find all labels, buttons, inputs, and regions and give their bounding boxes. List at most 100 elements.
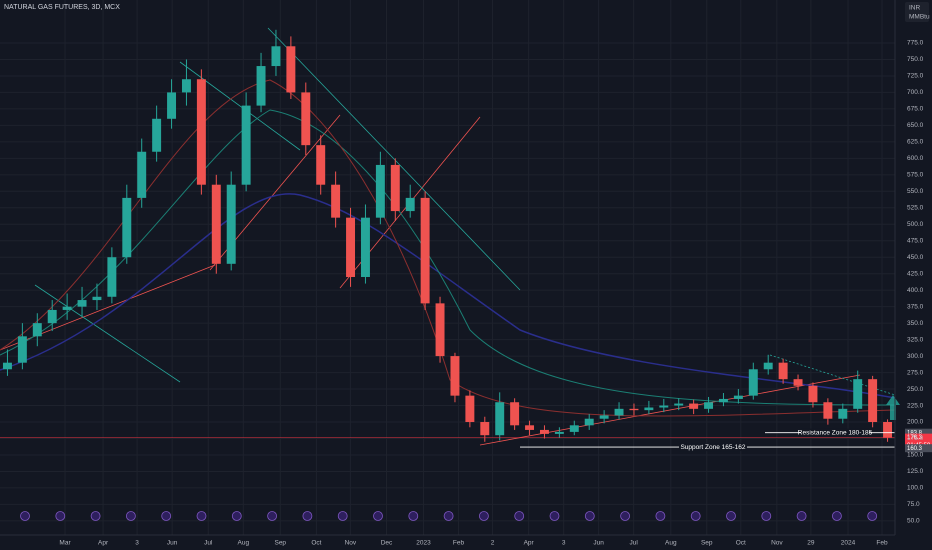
x-tick-label: Sep xyxy=(274,540,286,547)
x-tick-label: Apr xyxy=(524,540,535,547)
candle-body xyxy=(331,184,341,218)
candle-body xyxy=(435,303,445,357)
candle-body xyxy=(838,408,848,419)
x-tick-label: 3 xyxy=(135,540,139,547)
event-icon xyxy=(690,511,701,521)
candle-body xyxy=(256,66,266,106)
candle-body xyxy=(405,197,415,212)
event-icon xyxy=(867,511,878,521)
event-icon xyxy=(726,511,736,521)
grid xyxy=(0,0,895,535)
candle-body xyxy=(196,79,206,185)
y-tick-label: 575.0 xyxy=(907,172,924,179)
event-icon xyxy=(796,511,807,521)
y-tick-label: 700.0 xyxy=(907,89,924,96)
zone-label: Resistance Zone 180-185 xyxy=(798,429,873,436)
x-tick-label: Feb xyxy=(876,540,888,547)
y-tick-label: 350.0 xyxy=(907,320,924,327)
candle-body xyxy=(17,336,27,363)
event-icon xyxy=(55,511,66,521)
chart-title: NATURAL GAS FUTURES, 3D, MCX xyxy=(4,4,120,11)
event-icon xyxy=(373,511,383,521)
y-tick-label: 375.0 xyxy=(907,303,924,310)
y-tick-label: 325.0 xyxy=(907,336,924,343)
y-tick-label: 50.0 xyxy=(907,518,920,525)
event-icon xyxy=(196,511,207,521)
x-tick-label: Sep xyxy=(701,540,713,547)
candle-body xyxy=(495,402,505,436)
unit-box[interactable] xyxy=(905,2,929,22)
candle-body xyxy=(525,425,535,430)
x-tick-label: Jun xyxy=(167,540,178,547)
candle-body xyxy=(539,429,549,434)
x-tick-label: Oct xyxy=(311,540,321,547)
candle-body xyxy=(181,79,191,93)
event-icon xyxy=(408,511,419,521)
x-tick-label: Oct xyxy=(736,540,746,547)
x-tick-label: Mar xyxy=(59,540,71,547)
y-tick-label: 475.0 xyxy=(907,237,924,244)
x-tick-label: Jun xyxy=(593,540,604,547)
event-icon xyxy=(584,511,595,521)
candle-body xyxy=(62,306,72,310)
x-tick-label: Nov xyxy=(345,540,357,547)
candle-body xyxy=(778,362,788,380)
candle-body xyxy=(226,184,236,264)
candle-body xyxy=(599,415,609,419)
x-tick-label: Feb xyxy=(453,540,465,547)
trend-line xyxy=(179,61,301,151)
candle-body xyxy=(450,356,460,396)
event-icon xyxy=(761,511,772,521)
x-tick-label: Aug xyxy=(665,540,677,547)
x-tick-label: 29 xyxy=(807,540,815,547)
event-icon xyxy=(549,511,560,521)
candle-body xyxy=(584,418,594,426)
moving-average xyxy=(0,193,896,399)
candle-body xyxy=(718,398,728,403)
x-tick-label: Jul xyxy=(630,540,639,547)
event-icon xyxy=(90,511,101,521)
currency: INR xyxy=(909,5,921,12)
x-tick-label: 2023 xyxy=(416,540,431,547)
candle-body xyxy=(92,296,102,301)
candle-body xyxy=(211,184,221,264)
trend-line xyxy=(267,27,521,291)
x-tick-label: 2024 xyxy=(841,540,856,547)
candle-body xyxy=(137,151,147,198)
event-icon xyxy=(267,511,278,521)
candle-body xyxy=(2,362,12,370)
event-icon xyxy=(620,511,630,521)
candle-body xyxy=(271,46,281,67)
x-tick-label: 3 xyxy=(562,540,566,547)
forecast-arrow xyxy=(886,395,900,420)
y-tick-label: 300.0 xyxy=(907,353,924,360)
zone-label-bg xyxy=(679,443,747,452)
candle-body xyxy=(375,164,385,218)
candle-body xyxy=(674,403,684,406)
overlays: Resistance Zone 180-185 Support Zone 165-… xyxy=(0,395,932,453)
x-tick-label: Aug xyxy=(238,540,250,547)
candle-body xyxy=(107,257,117,297)
event-icon xyxy=(478,511,489,521)
event-icon xyxy=(302,511,313,521)
y-tick-label: 150.0 xyxy=(907,452,924,459)
y-tick-label: 525.0 xyxy=(907,204,924,211)
x-tick-label: Apr xyxy=(98,540,109,547)
candle-body xyxy=(241,105,251,185)
price-tag xyxy=(905,428,932,437)
event-icon xyxy=(655,511,666,521)
candles xyxy=(2,29,893,442)
x-tick-label: Jul xyxy=(204,540,213,547)
y-tick-label: 425.0 xyxy=(907,270,924,277)
event-icon xyxy=(832,511,842,521)
candle-body xyxy=(883,422,893,438)
candle-body xyxy=(644,407,654,411)
trend-line xyxy=(34,284,181,383)
y-tick-label: 775.0 xyxy=(907,40,924,47)
event-icon xyxy=(514,511,525,521)
x-tick-label: Dec xyxy=(381,540,393,547)
candle-body xyxy=(554,431,564,434)
candle-body xyxy=(152,118,162,152)
y-tick-label: 275.0 xyxy=(907,369,924,376)
